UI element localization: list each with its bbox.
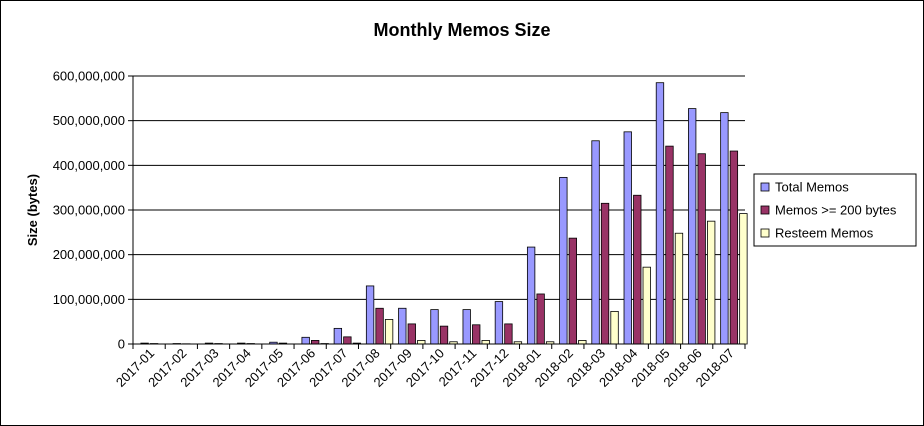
bar: [333, 327, 343, 345]
y-axis-title: Size (bytes): [25, 174, 40, 246]
bars: [140, 82, 748, 345]
y-tick-label: 600,000,000: [53, 69, 125, 84]
bar: [439, 325, 449, 345]
x-tick-labels: 2017-012017-022017-032017-042017-052017-…: [113, 346, 737, 390]
legend-label: Resteem Memos: [775, 226, 874, 241]
bar: [688, 108, 697, 345]
bar: [407, 323, 416, 345]
axes: [132, 76, 746, 349]
bar: [526, 246, 536, 345]
legend-swatch: [760, 205, 770, 215]
bar: [417, 340, 426, 345]
legend-label: Memos >= 200 bytes: [775, 203, 897, 218]
bar: [655, 82, 665, 345]
legend: Total Memos Memos >= 200 bytes Resteem Mem…: [753, 173, 917, 247]
bar: [472, 324, 481, 345]
bar: [301, 336, 310, 345]
bar: [591, 140, 600, 345]
legend-swatch: [760, 228, 770, 238]
bar: [494, 301, 504, 345]
bar: [343, 336, 352, 345]
bar: [311, 340, 320, 345]
bar: [578, 340, 587, 345]
bar: [623, 131, 632, 345]
y-tick-label: 300,000,000: [53, 203, 125, 218]
bar: [600, 202, 610, 345]
y-tick-labels: 0 100,000,000 200,000,000 300,000,000 400,00…: [53, 69, 125, 352]
bar: [729, 150, 739, 345]
bar: [642, 266, 651, 345]
bar: [707, 220, 716, 345]
bar: [481, 340, 490, 345]
bar: [568, 237, 577, 345]
bar: [633, 194, 642, 345]
bar: [462, 309, 471, 345]
y-tick-label: 100,000,000: [53, 292, 125, 307]
bar: [536, 293, 545, 345]
y-tick-label: 0: [118, 337, 125, 352]
bar: [504, 323, 513, 345]
bar: [610, 310, 619, 345]
y-tick-label: 500,000,000: [53, 113, 125, 128]
bar: [665, 145, 674, 345]
bar: [384, 319, 394, 345]
bar: [398, 307, 407, 345]
y-tick-label: 200,000,000: [53, 247, 125, 262]
grid-lines: [128, 75, 745, 345]
bar: [674, 232, 684, 345]
bar: [739, 213, 748, 345]
bar: [430, 309, 439, 345]
bar: [697, 153, 706, 345]
legend-label: Total Memos: [775, 180, 849, 195]
chart-title: Monthly Memos Size: [373, 20, 550, 40]
bar: [375, 307, 384, 345]
y-tick-label: 400,000,000: [53, 158, 125, 173]
bar: [720, 112, 729, 345]
legend-swatch: [760, 182, 770, 192]
bar: [365, 285, 375, 345]
bar: [559, 176, 568, 345]
legend-box: [753, 173, 917, 247]
